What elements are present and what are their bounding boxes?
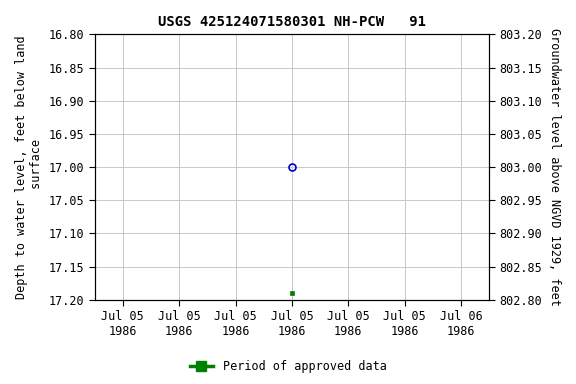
Title: USGS 425124071580301 NH-PCW   91: USGS 425124071580301 NH-PCW 91 [158, 15, 426, 29]
Legend: Period of approved data: Period of approved data [185, 356, 391, 378]
Y-axis label: Depth to water level, feet below land
 surface: Depth to water level, feet below land su… [15, 35, 43, 299]
Y-axis label: Groundwater level above NGVD 1929, feet: Groundwater level above NGVD 1929, feet [548, 28, 561, 306]
